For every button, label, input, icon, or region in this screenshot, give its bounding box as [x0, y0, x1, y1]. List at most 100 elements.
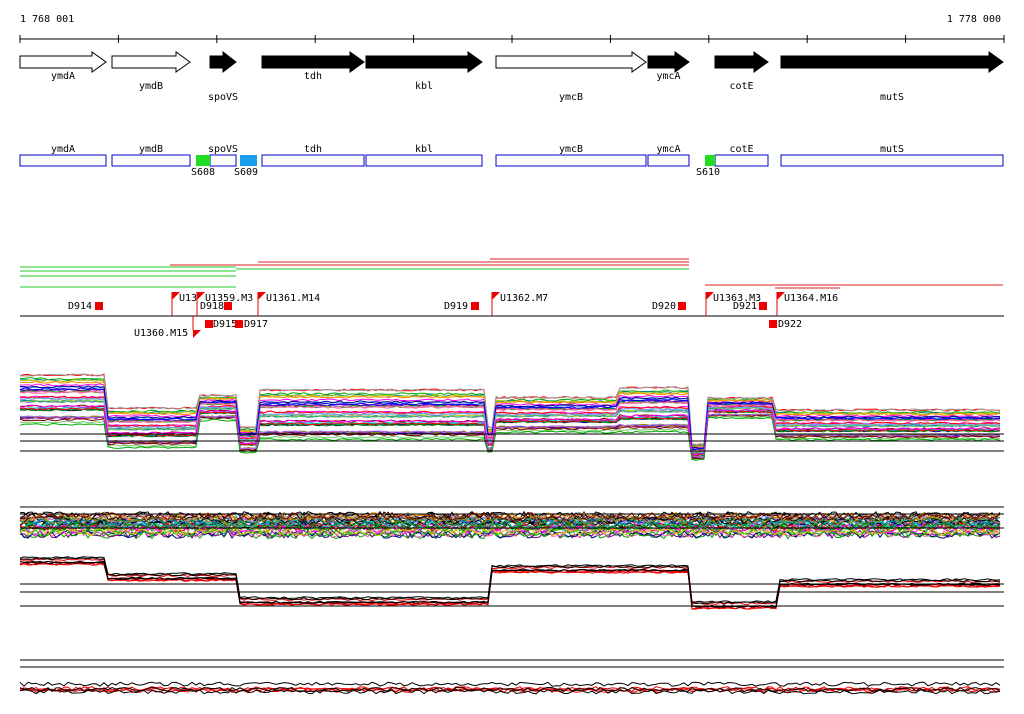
feature-label: U1363.M3: [713, 293, 761, 304]
gene-box-label: tdh: [304, 144, 322, 155]
gene-box: [495, 154, 647, 167]
gene-box: [714, 154, 769, 167]
gene-label: tdh: [304, 71, 322, 82]
expression-curve: [19, 415, 1001, 460]
feature-flag: [706, 292, 714, 300]
feature-label: U1364.M16: [784, 293, 838, 304]
feature-label: D921: [733, 301, 757, 312]
expression-curve: [19, 521, 1001, 532]
segment: [240, 155, 257, 166]
expression-curve: [19, 556, 1001, 604]
feature-box: [759, 302, 767, 310]
feature-box: [95, 302, 103, 310]
expression-curve: [19, 526, 1001, 537]
expression-curve: [19, 373, 1000, 446]
expression-curve: [19, 557, 1000, 605]
feature-label: D917: [244, 319, 268, 330]
expression-curve: [19, 385, 1001, 450]
feature-flag: [193, 330, 201, 338]
gene-box: [261, 154, 365, 167]
feature-flag: [258, 292, 266, 300]
expression-curve: [19, 515, 1001, 526]
feature-label: U1360.M15: [134, 328, 188, 339]
gene-arrow: [111, 51, 191, 73]
segment-label: S608: [191, 167, 215, 178]
gene-arrow: [209, 50, 237, 74]
feature-label: U1361.M14: [266, 293, 320, 304]
gene-box-label: cotE: [729, 144, 753, 155]
gene-label: cotE: [729, 81, 753, 92]
gene-label: ymdB: [139, 81, 163, 92]
expression-curve: [19, 689, 1001, 695]
feature-flag: [777, 292, 785, 300]
feature-box: [471, 302, 479, 310]
feature-label: D914: [68, 301, 92, 312]
feature-label: U1362.M7: [500, 293, 548, 304]
feature-box: [224, 302, 232, 310]
feature-label: D918: [200, 301, 224, 312]
gene-arrow: [647, 51, 690, 73]
expression-curve: [19, 515, 1001, 526]
feature-flag: [492, 292, 500, 300]
feature-label: D922: [778, 319, 802, 330]
gene-arrow: [495, 51, 647, 73]
gene-label: spoVS: [208, 92, 238, 103]
gene-box-label: ymdB: [139, 144, 163, 155]
expression-curve: [19, 383, 1001, 449]
expression-curve: [19, 681, 1001, 687]
gene-box-label: kbl: [415, 144, 433, 155]
gene-box: [647, 154, 690, 167]
feature-label: D915: [213, 319, 237, 330]
expression-curve: [19, 562, 1001, 610]
gene-arrow: [261, 51, 365, 73]
expression-curve: [19, 399, 1001, 455]
expression-curve: [19, 511, 1001, 522]
feature-box: [235, 320, 243, 328]
gene-box-label: spoVS: [208, 144, 238, 155]
feature-label: D920: [652, 301, 676, 312]
gene-arrow: [365, 51, 483, 73]
feature-label: U1359.M3: [205, 293, 253, 304]
gene-box-label: ymcA: [656, 144, 680, 155]
gene-label: kbl: [415, 81, 433, 92]
gene-box-label: ymdA: [51, 144, 75, 155]
expression-curve: [19, 511, 1001, 522]
segment-label: S610: [696, 167, 720, 178]
gene-box: [111, 154, 191, 167]
expression-curve: [19, 416, 1001, 461]
segment: [705, 155, 715, 166]
gene-box: [365, 154, 483, 167]
feature-flag: [197, 292, 205, 300]
gene-label: ymcB: [559, 92, 583, 103]
segment: [196, 155, 210, 166]
expression-curve: [19, 379, 1001, 448]
gene-box-label: mutS: [880, 144, 904, 155]
ruler-start: 1 768 001: [20, 14, 74, 25]
gene-label: ymcA: [656, 71, 680, 82]
feature-label: D919: [444, 301, 468, 312]
gene-arrow: [19, 51, 107, 73]
expression-curve: [19, 686, 1001, 693]
feature-box: [769, 320, 777, 328]
gene-label: mutS: [880, 92, 904, 103]
feature-label: U13: [179, 293, 197, 304]
expression-curve: [19, 404, 1001, 456]
expression-curve: [19, 407, 1001, 456]
gene-box: [19, 154, 107, 167]
gene-arrow: [780, 51, 1004, 73]
gene-arrow: [714, 51, 769, 73]
expression-curve: [19, 390, 1001, 452]
feature-box: [678, 302, 686, 310]
expression-curve: [19, 414, 1001, 460]
gene-box-label: ymcB: [559, 144, 583, 155]
expression-curve: [19, 380, 1001, 448]
gene-box: [209, 154, 237, 167]
feature-box: [205, 320, 213, 328]
expression-curve: [19, 520, 1001, 530]
gene-box: [780, 154, 1004, 167]
expression-curve: [19, 387, 1001, 451]
feature-flag: [172, 292, 180, 300]
gene-label: ymdA: [51, 71, 75, 82]
